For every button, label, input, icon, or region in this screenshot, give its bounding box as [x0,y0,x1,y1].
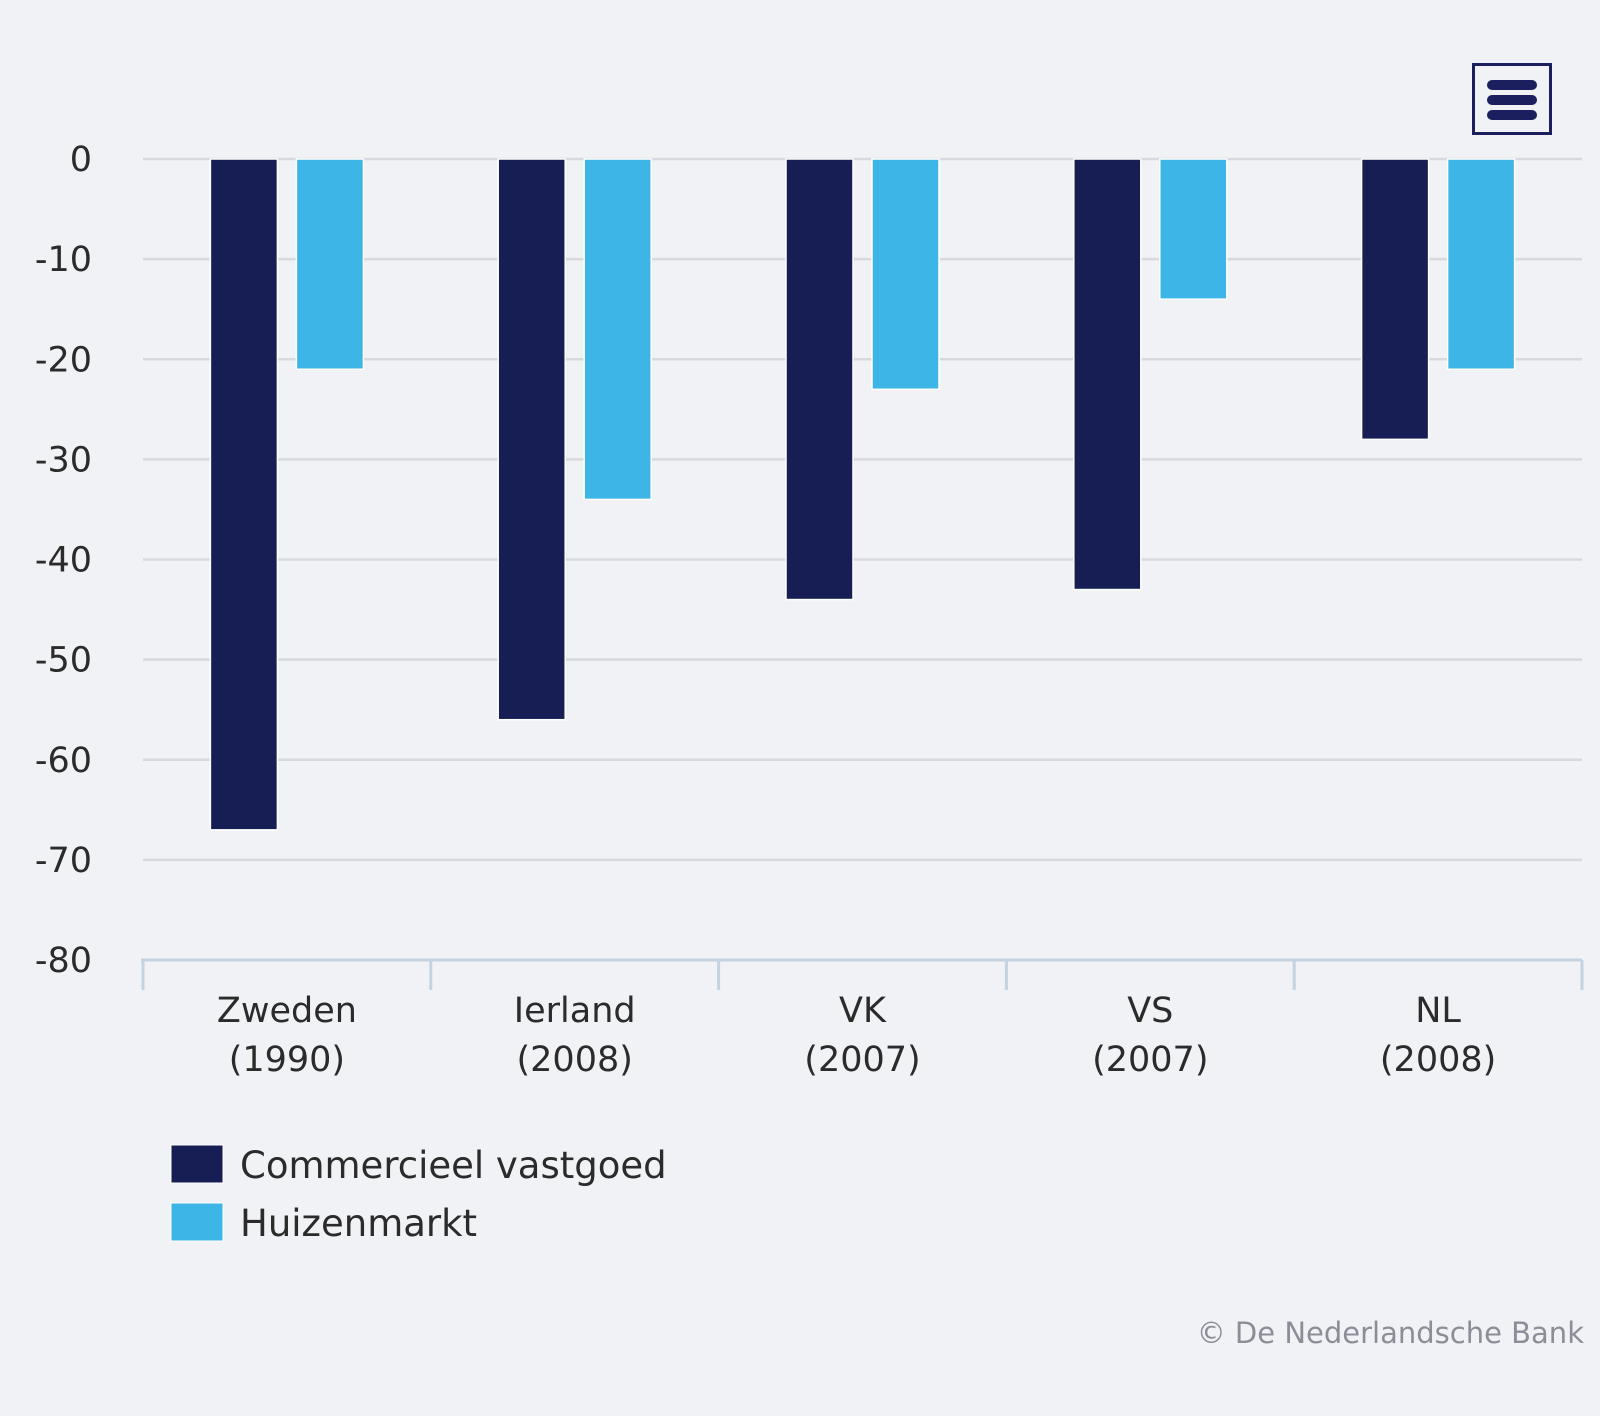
bar-commercieel-vastgoed [1073,158,1142,591]
bar-huizenmarkt [295,158,365,371]
x-tick-label: NL [1415,991,1461,1031]
x-tick-label: (1990) [229,1040,345,1080]
bar-commercieel-vastgoed [497,158,566,721]
bar-huizenmarkt [1159,158,1228,300]
bar-huizenmarkt [871,158,940,391]
x-tick-label: (2007) [1092,1040,1208,1080]
y-tick-label: -10 [35,240,92,280]
x-tick-label: VK [839,991,887,1031]
y-tick-label: -60 [35,741,92,781]
bar-commercieel-vastgoed [209,158,279,831]
y-tick-label: -30 [35,440,92,480]
x-tick-label: (2007) [804,1040,920,1080]
y-tick-label: -20 [35,340,92,380]
bar-commercieel-vastgoed [785,158,854,601]
chart-menu-button[interactable] [1472,63,1552,135]
x-tick-label: VS [1127,991,1173,1031]
bar-huizenmarkt [583,158,652,501]
legend-label: Huizenmarkt [240,1202,477,1245]
y-tick-label: -70 [35,841,92,881]
bar-commercieel-vastgoed [1360,158,1430,441]
y-tick-label: -50 [35,641,92,681]
x-tick-label: (2008) [1380,1040,1496,1080]
legend-swatch [170,1202,224,1242]
bar-huizenmarkt [1446,158,1516,371]
y-tick-label: -40 [35,541,92,581]
y-tick-label: 0 [70,140,92,180]
x-tick-label: Ierland [514,991,636,1031]
legend-swatch [170,1144,224,1184]
legend-label: Commercieel vastgoed [240,1144,667,1187]
x-tick-label: (2008) [517,1040,633,1080]
x-tick-label: Zweden [217,991,357,1031]
y-tick-label: -80 [35,941,92,981]
credits-text[interactable]: © De Nederlandsche Bank [1196,1316,1584,1350]
